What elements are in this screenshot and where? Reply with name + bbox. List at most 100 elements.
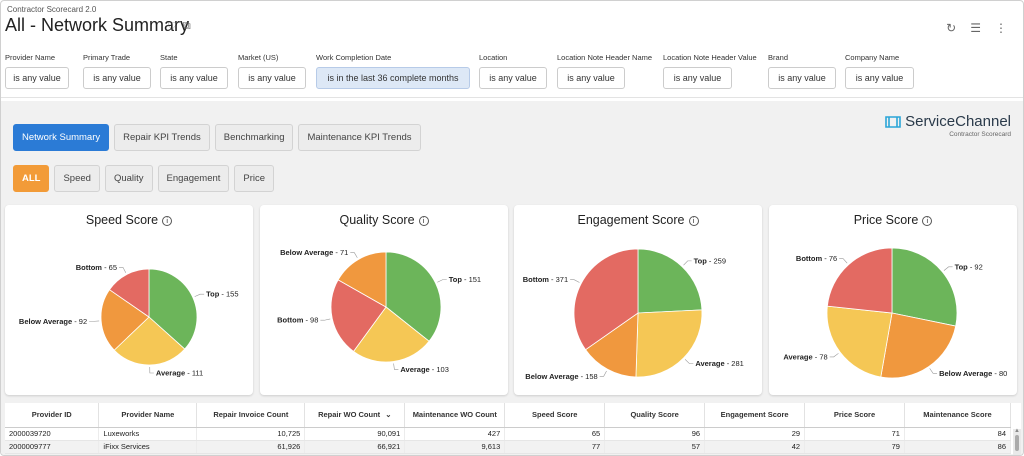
table-scrollbar[interactable]: ▲ <box>1013 428 1021 455</box>
sort-descending-icon[interactable]: ⌄ <box>385 410 392 420</box>
filter-value-field[interactable]: is in the last 36 complete months <box>316 67 470 89</box>
table-cell: Luxeworks <box>98 427 198 441</box>
filter-label: Work Completion Date <box>316 53 392 62</box>
pie-data-label: Below Average - 158 <box>525 372 597 381</box>
filter-value-field[interactable]: is any value <box>768 67 836 89</box>
pie-data-label: Bottom - 98 <box>277 316 318 325</box>
column-header-label: Speed Score <box>532 410 578 420</box>
column-header-label: Price Score <box>833 410 876 420</box>
refresh-icon[interactable]: ↻ <box>946 21 957 35</box>
filter-value-field[interactable]: is any value <box>83 67 151 89</box>
filter-value-field[interactable]: is any value <box>160 67 228 89</box>
pie-slice-below-average[interactable] <box>100 289 150 351</box>
column-header[interactable]: Price Score <box>804 403 905 428</box>
tab-benchmarking[interactable]: Benchmarking <box>214 124 294 151</box>
pie-leader-line <box>839 258 848 264</box>
tab-maintenance-kpi-trends[interactable]: Maintenance KPI Trends <box>298 124 421 151</box>
table-row[interactable]: 2000039720 Luxeworks 10,725 90,091 427 65 96 29… <box>5 427 1012 441</box>
segment-engagement[interactable]: Engagement <box>157 165 230 192</box>
info-icon[interactable]: i <box>688 216 699 226</box>
pie-leader-line <box>119 267 127 273</box>
filter-5: Location is any value <box>479 53 547 89</box>
pie-slice-top[interactable] <box>385 251 442 342</box>
pie-slice-below-average[interactable] <box>880 312 957 379</box>
segment-price[interactable]: Price <box>234 165 275 192</box>
pie-slice-top[interactable] <box>148 268 198 350</box>
more-vert-icon[interactable]: ⋮ <box>995 21 1007 35</box>
column-header[interactable]: Maintenance WO Count <box>404 403 506 428</box>
scroll-up-icon[interactable]: ▲ <box>1014 428 1020 434</box>
speed-score-pie: Top - 155 Average - 111 Below Average - 92… <box>19 263 239 378</box>
filter-6: Location Note Header Name is any value <box>557 53 652 89</box>
filter-value-field[interactable]: is any value <box>845 67 914 89</box>
copy-icon[interactable]: ⧉ <box>182 20 191 32</box>
column-header[interactable]: Speed Score <box>504 403 606 428</box>
pie-leader-line <box>599 370 607 377</box>
info-icon[interactable]: i <box>418 216 429 226</box>
segment-quality[interactable]: Quality <box>104 165 153 192</box>
pie-slice-below-average[interactable] <box>584 312 639 378</box>
page-title: All - Network Summary <box>5 15 190 35</box>
pie-slice-top[interactable] <box>891 247 958 327</box>
pie-slice-average[interactable] <box>113 316 186 366</box>
filter-label: Location Note Header Value <box>663 53 757 62</box>
filter-label: Market (US) <box>238 53 279 62</box>
filter-value-field[interactable]: is any value <box>238 67 306 89</box>
card-title: Quality Score <box>339 213 415 227</box>
scrollbar-thumb[interactable] <box>1015 435 1019 451</box>
pie-slice-below-average[interactable] <box>337 251 387 308</box>
favorite-heart-icon[interactable]: ♡ <box>167 21 177 33</box>
filter-value-field[interactable]: is any value <box>479 67 547 89</box>
filter-8: Brand is any value <box>768 53 836 89</box>
filter-value-field[interactable]: is any value <box>557 67 625 89</box>
filter-0: Provider Name is any value <box>5 53 69 89</box>
pie-slice-average[interactable] <box>352 306 430 363</box>
logo-brand-text: ServiceChannel <box>905 113 1011 130</box>
pie-slice-bottom[interactable] <box>108 268 150 318</box>
engagement-score-card: Top - 259 Average - 281 Below Average - 15… <box>514 205 762 395</box>
pie-leader-line <box>393 363 399 370</box>
pie-slice-top[interactable] <box>637 248 703 314</box>
column-header-label: Provider Name <box>121 410 175 420</box>
table-cell: 66,921 <box>304 440 406 454</box>
pie-slice-average[interactable] <box>826 305 893 378</box>
info-icon[interactable]: i <box>922 216 933 226</box>
table-cell: 427 <box>404 427 506 441</box>
filter-value-field[interactable]: is any value <box>663 67 732 89</box>
info-icon[interactable]: i <box>162 216 173 226</box>
column-header[interactable]: Engagement Score <box>704 403 806 428</box>
table-cell: 71 <box>804 427 905 441</box>
servicechannel-logo: ServiceChannel Contractor Scorecard <box>884 113 1011 138</box>
pie-slice-bottom[interactable] <box>826 247 893 314</box>
pie-data-label: Average - 103 <box>400 365 449 374</box>
segment-bar: ALL Speed Quality Engagement Price <box>13 165 275 192</box>
pie-data-label: Below Average - 92 <box>19 317 87 326</box>
pie-slice-bottom[interactable] <box>573 248 639 351</box>
filter-value-field[interactable]: is any value <box>5 67 69 89</box>
column-header[interactable]: Maintenance Score <box>904 403 1012 428</box>
table-row[interactable]: 2000009777 iFixx Services 61,926 66,921 9,61… <box>5 440 1012 454</box>
column-header-label: Repair WO Count <box>318 410 381 420</box>
filter-label: Company Name <box>845 53 900 62</box>
filter-label: Primary Trade <box>83 53 131 62</box>
segment-speed[interactable]: Speed <box>54 165 100 192</box>
filter-icon[interactable]: ☰ <box>970 21 981 35</box>
pie-leader-line <box>149 366 154 374</box>
pie-data-label: Top - 92 <box>955 262 983 271</box>
pie-slice-bottom[interactable] <box>330 279 387 352</box>
column-header-label: Engagement Score <box>720 410 789 420</box>
column-header[interactable]: Quality Score <box>604 403 706 428</box>
tab-bar: Network Summary Repair KPI Trends Benchmar… <box>13 124 421 151</box>
column-header[interactable]: Repair WO Count ⌄ <box>304 403 406 428</box>
pie-slice-average[interactable] <box>635 309 703 378</box>
column-header[interactable]: Repair Invoice Count <box>196 403 306 428</box>
pie-leader-line <box>929 368 938 374</box>
engagement-score-pie: Top - 259 Average - 281 Below Average - 15… <box>523 248 744 381</box>
tab-network-summary[interactable]: Network Summary <box>13 124 110 151</box>
table-cell: 65 <box>504 427 606 441</box>
column-header[interactable]: Provider ID <box>5 403 100 428</box>
column-header[interactable]: Provider Name <box>98 403 198 428</box>
tab-repair-kpi-trends[interactable]: Repair KPI Trends <box>114 124 210 151</box>
segment-all[interactable]: ALL <box>13 165 50 192</box>
column-header-label: Provider ID <box>31 410 72 420</box>
